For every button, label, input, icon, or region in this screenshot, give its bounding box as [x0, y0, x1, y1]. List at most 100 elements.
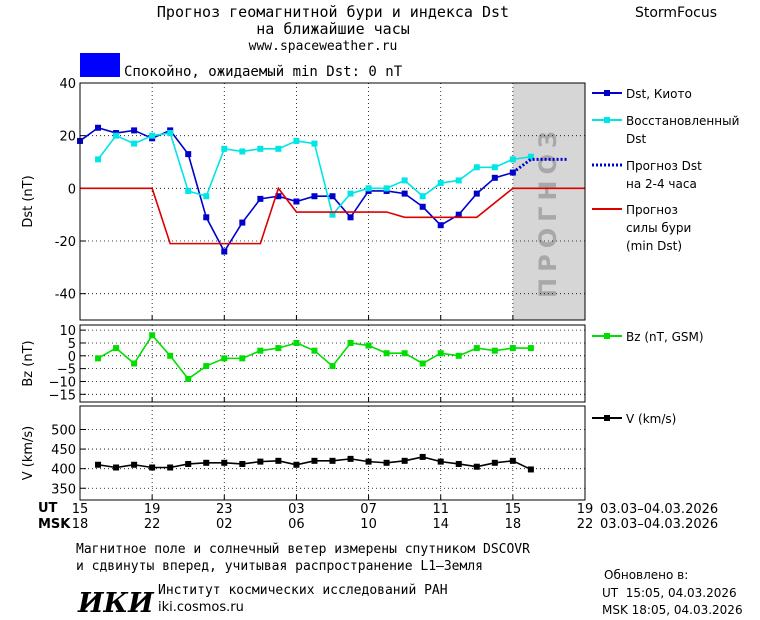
data-point	[383, 185, 390, 192]
title-line2: на ближайшие часы	[256, 20, 410, 38]
data-point	[149, 132, 156, 139]
data-point	[293, 339, 300, 346]
legend-dst-kyoto-marker	[604, 90, 610, 96]
data-point	[383, 350, 390, 357]
data-point	[203, 214, 210, 221]
series-line-dst-0	[79, 126, 514, 254]
data-point	[365, 458, 372, 465]
msk-tick-label: 06	[288, 517, 305, 532]
data-point	[239, 148, 246, 155]
data-point	[347, 455, 354, 462]
forecast-region	[512, 83, 585, 320]
data-point	[239, 460, 246, 467]
data-point	[365, 342, 372, 349]
data-point	[311, 457, 318, 464]
data-point	[167, 130, 174, 137]
data-point	[131, 360, 138, 367]
data-point	[113, 464, 120, 471]
data-point	[185, 187, 192, 194]
data-point	[491, 459, 498, 466]
y-axis-label: Bz (nT)	[21, 340, 36, 386]
data-point	[473, 164, 480, 171]
title-line1: Прогноз геомагнитной бури и индекса Dst	[157, 3, 509, 21]
y-tick-label: 10	[59, 324, 76, 339]
data-point	[239, 355, 246, 362]
ut-tick-label: 19	[144, 502, 161, 517]
data-point	[221, 248, 228, 255]
status-text: Спокойно, ожидаемый min Dst: 0 nT	[124, 64, 403, 80]
data-point	[293, 461, 300, 468]
msk-label: MSK	[38, 517, 71, 532]
ut-tick-label: 15	[72, 502, 89, 517]
data-point	[401, 457, 408, 464]
data-point	[131, 127, 138, 134]
brand-name: StormFocus	[635, 5, 717, 21]
data-point	[275, 345, 282, 352]
data-point	[401, 177, 408, 184]
data-point	[221, 145, 228, 152]
updated-label: Обновлено в:	[604, 568, 688, 582]
iki-logo: ИКИ	[77, 588, 155, 619]
legend-storm-label-2: силы бури	[626, 221, 691, 235]
data-point	[185, 375, 192, 382]
institute-name: Институт космических исследований РАН	[158, 583, 448, 598]
legend-v-marker	[604, 415, 610, 421]
data-point	[437, 350, 444, 357]
legend-storm-label-3: (min Dst)	[626, 239, 682, 253]
data-point	[473, 463, 480, 470]
updated-ut: UT 15:05, 04.03.2026	[602, 586, 737, 600]
y-tick-label: 40	[59, 77, 76, 92]
data-point	[95, 156, 102, 163]
data-point	[527, 466, 534, 473]
ut-range: 03.03–04.03.2026	[600, 502, 718, 517]
msk-range: 03.03–04.03.2026	[600, 517, 718, 532]
data-point	[203, 363, 210, 370]
msk-tick-label: 22	[577, 517, 594, 532]
site-url: www.spaceweather.ru	[249, 39, 398, 54]
data-point	[275, 457, 282, 464]
data-point	[257, 458, 264, 465]
data-point	[203, 459, 210, 466]
legend-bz-marker	[604, 333, 610, 339]
data-point	[167, 464, 174, 471]
ut-tick-label: 23	[216, 502, 233, 517]
data-point	[95, 355, 102, 362]
series-line-bz-0	[97, 333, 531, 380]
data-point	[257, 195, 264, 202]
data-point	[455, 177, 462, 184]
data-point	[257, 145, 264, 152]
data-point	[275, 193, 282, 200]
data-point	[347, 214, 354, 221]
legend-forecast-label-1: Прогноз Dst	[626, 159, 702, 173]
data-point	[329, 363, 336, 370]
y-tick-label: −10	[49, 375, 76, 390]
data-point	[293, 137, 300, 144]
msk-tick-label: 18	[505, 517, 522, 532]
y-tick-label: 350	[51, 482, 76, 497]
data-point	[419, 453, 426, 460]
note-line2: и сдвинуты вперед, учитывая распростране…	[76, 559, 483, 574]
data-point	[455, 211, 462, 218]
data-point	[203, 193, 210, 200]
data-point	[509, 345, 516, 352]
ut-tick-label: 11	[432, 502, 449, 517]
ut-tick-label: 15	[505, 502, 522, 517]
data-point	[437, 180, 444, 187]
y-tick-label: −15	[49, 388, 76, 403]
institute-site: iki.cosmos.ru	[158, 600, 244, 615]
time-axis: UT MSK 03.03–04.03.2026 03.03–04.03.2026…	[38, 501, 718, 532]
data-point	[311, 193, 318, 200]
y-tick-label: 400	[51, 463, 76, 478]
legend-storm-label-1: Прогноз	[626, 203, 678, 217]
legend-restored-label-1: Восстановленный	[626, 114, 739, 128]
y-tick-label: 0	[68, 182, 76, 197]
data-point	[149, 464, 156, 471]
y-tick-label: 500	[51, 424, 76, 439]
ut-tick-label: 07	[360, 502, 377, 517]
data-point	[509, 457, 516, 464]
data-point	[347, 339, 354, 346]
msk-tick-label: 18	[72, 517, 89, 532]
ut-tick-label: 03	[288, 502, 305, 517]
data-point	[365, 185, 372, 192]
